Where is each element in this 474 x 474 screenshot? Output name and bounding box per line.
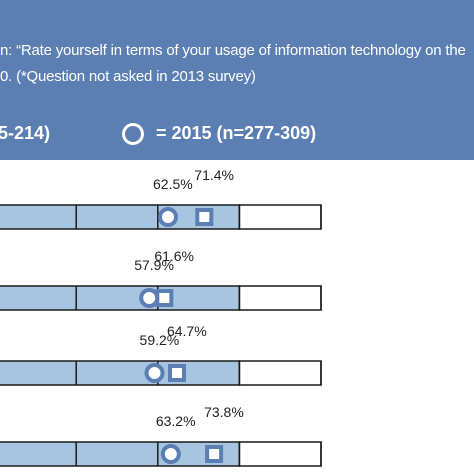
row-1-circle-value-label: 62.5% [153, 176, 193, 192]
question-text-line2: 0. (*Question not asked in 2013 survey) [0, 68, 256, 85]
row-3-circle-marker [144, 363, 165, 383]
dot-chart: 62.5%71.4% 57.9%61.6% 59.2%64.7% 63.2% 73.8% [0, 167, 322, 467]
row-3-bar-empty [238, 360, 322, 386]
row-1-bar-empty [238, 204, 322, 230]
question-text-line1: n: “Rate yourself in terms of your usage… [0, 42, 466, 59]
row-4-circle-marker [160, 444, 181, 464]
legend-circle-icon [122, 123, 144, 145]
row-2-circle-value-label: 57.9% [134, 257, 174, 273]
row-1-square-marker-inner [199, 212, 210, 222]
row-2-square-marker-inner [159, 293, 170, 303]
row-2-bar-fill [0, 285, 241, 311]
row-4-bar-fill [0, 441, 241, 467]
row-4-bar-empty [238, 441, 322, 467]
row-4-circle-value-label: 63.2% [156, 413, 196, 429]
row-2-bar-empty [238, 285, 322, 311]
row-4-square-value-label: 73.8% [204, 404, 244, 420]
legend-left-text: 5-214) [0, 123, 51, 143]
row-1-circle-marker [158, 207, 178, 227]
row-3-square-marker-inner [171, 368, 182, 378]
row-3-bar-fill [0, 360, 241, 386]
row-1-square-value-label: 71.4% [194, 167, 234, 183]
row-2-square-value-label: 61.6% [154, 248, 194, 264]
row-3-circle-value-label: 59.2% [140, 332, 180, 348]
legend-bar: 5-214) = 2015 (n=277-309) [0, 114, 474, 154]
legend-2015-text: = 2015 (n=277-309) [156, 123, 317, 143]
row-2-circle-marker [139, 288, 160, 308]
row-3-square-value-label: 64.7% [167, 323, 207, 339]
row-4-square-marker-inner [209, 449, 220, 459]
